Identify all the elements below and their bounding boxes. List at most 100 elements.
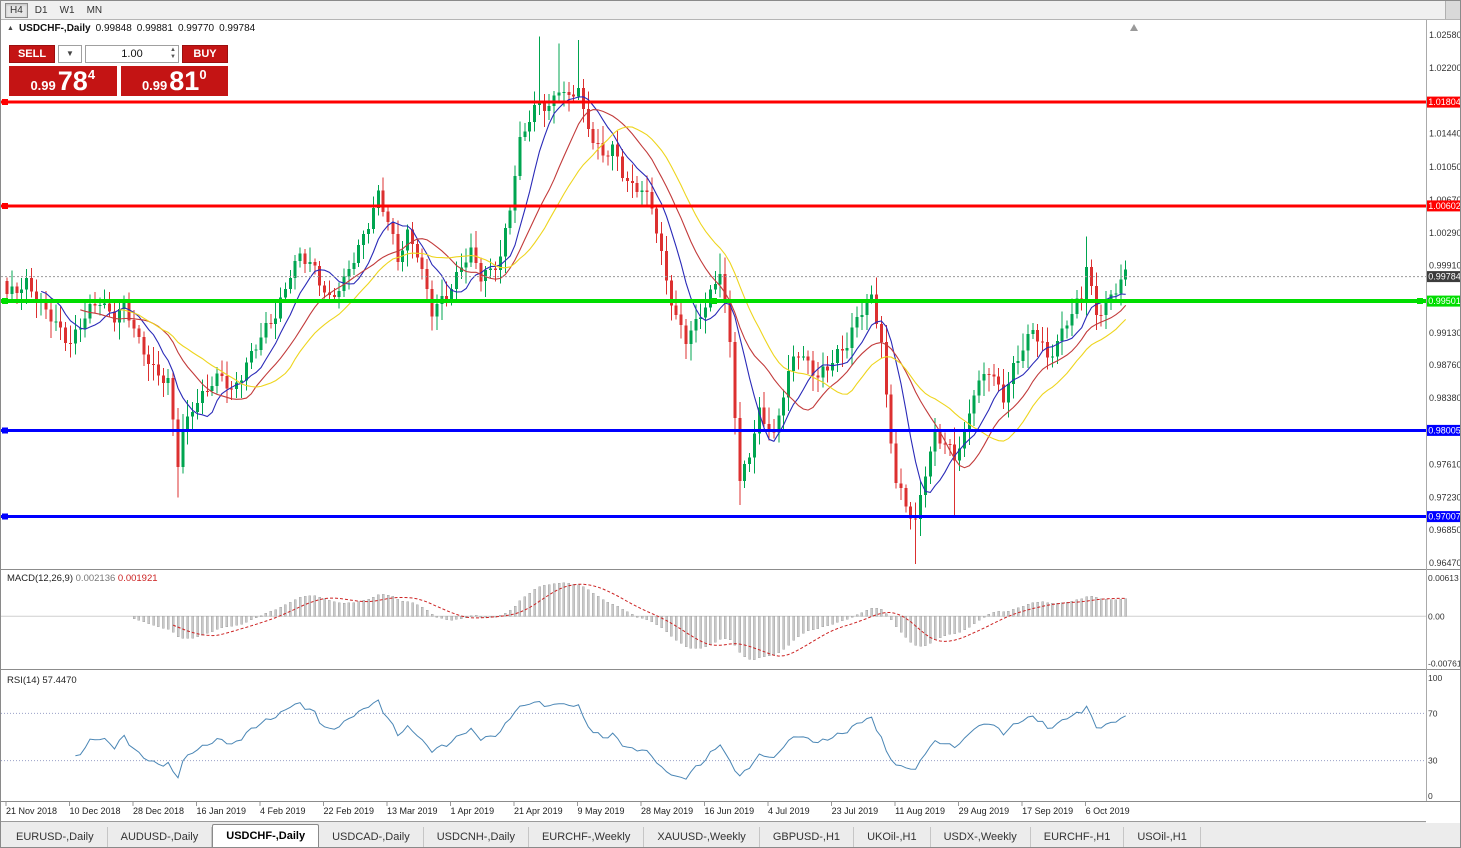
buy-price-tile[interactable]: 0.99 81 0: [120, 66, 228, 96]
sell-price-small: 0.99: [30, 78, 56, 93]
svg-text:16 Jan 2019: 16 Jan 2019: [197, 806, 247, 816]
rsi-line: [75, 699, 1126, 780]
svg-text:0.99784: 0.99784: [1428, 272, 1461, 282]
ohlc-open: 0.99848: [95, 23, 132, 34]
svg-text:1.00602: 1.00602: [1428, 201, 1461, 211]
moving-average-8: [40, 96, 1126, 494]
price-scale-area: [1426, 20, 1460, 823]
sell-price-sup: 4: [87, 67, 96, 82]
hline-handle-left[interactable]: [2, 202, 8, 209]
svg-text:0.00613: 0.00613: [1428, 573, 1459, 583]
svg-text:22 Feb 2019: 22 Feb 2019: [324, 806, 375, 816]
svg-text:23 Jul 2019: 23 Jul 2019: [832, 806, 879, 816]
svg-text:1 Apr 2019: 1 Apr 2019: [451, 806, 495, 816]
hline-handle-center[interactable]: [711, 298, 717, 305]
svg-text:1.00670: 1.00670: [1429, 195, 1461, 205]
svg-text:70: 70: [1428, 708, 1438, 718]
svg-text:0.00: 0.00: [1428, 611, 1445, 621]
hline-handle-right[interactable]: [1417, 298, 1423, 305]
order-type-dropdown[interactable]: ▼: [58, 45, 82, 63]
svg-text:1.01440: 1.01440: [1429, 129, 1461, 139]
svg-text:1.01804: 1.01804: [1428, 97, 1461, 107]
svg-text:9 May 2019: 9 May 2019: [578, 806, 625, 816]
toolbar-corner-box: [1445, 1, 1460, 19]
svg-text:6 Oct 2019: 6 Oct 2019: [1086, 806, 1130, 816]
sell-price-big: 78: [57, 66, 88, 96]
svg-text:21 Apr 2019: 21 Apr 2019: [514, 806, 563, 816]
svg-text:28 May 2019: 28 May 2019: [641, 806, 693, 816]
svg-text:30: 30: [1428, 756, 1438, 766]
svg-text:1.02580: 1.02580: [1429, 30, 1461, 40]
chart-shift-marker-icon[interactable]: [1130, 24, 1138, 31]
svg-text:0.96470: 0.96470: [1429, 558, 1461, 568]
svg-text:0: 0: [1428, 791, 1433, 801]
volume-input[interactable]: 1.00 ▲ ▼: [85, 45, 179, 63]
timeframe-buttons: H4 D1 W1 MN: [5, 2, 109, 18]
svg-text:1.01050: 1.01050: [1429, 162, 1461, 172]
svg-text:0.99130: 0.99130: [1429, 328, 1461, 338]
sell-button[interactable]: SELL: [9, 45, 55, 63]
hline-handle-left[interactable]: [2, 427, 8, 434]
symbol-tab-eurchf-weekly[interactable]: EURCHF-,Weekly: [529, 827, 645, 847]
symbol-tab-gbpusd-h1[interactable]: GBPUSD-,H1: [760, 827, 855, 847]
sell-price-tile[interactable]: 0.99 78 4: [9, 66, 117, 96]
hline-handle-left[interactable]: [2, 298, 8, 305]
symbol-tabbar: EURUSD-,Daily AUDUSD-,Daily USDCHF-,Daily U…: [1, 821, 1460, 847]
svg-text:0.96850: 0.96850: [1429, 525, 1461, 535]
symbol-tab-usdchf-daily[interactable]: USDCHF-,Daily: [212, 824, 320, 847]
chart-window: MACD(12,26,9) 0.002136 0.001921 RSI(14) 5…: [1, 20, 1461, 823]
timeframe-button-w1[interactable]: W1: [59, 4, 75, 16]
symbol-tab-eurusd-daily[interactable]: EURUSD-,Daily: [3, 827, 108, 847]
price-tag-0.99501[interactable]: [1427, 295, 1461, 307]
price-tag-0.97007[interactable]: [1427, 511, 1461, 523]
hline-handle-left[interactable]: [2, 99, 8, 106]
svg-text:0.99501: 0.99501: [1428, 296, 1461, 306]
symbol-tab-audusd-daily[interactable]: AUDUSD-,Daily: [108, 827, 213, 847]
svg-text:16 Jun 2019: 16 Jun 2019: [705, 806, 755, 816]
timeframe-toolbar: H4 D1 W1 MN: [1, 1, 1460, 20]
timeframe-button-d1[interactable]: D1: [34, 4, 48, 16]
buy-price-small: 0.99: [141, 78, 168, 93]
price-tag-0.98005[interactable]: [1427, 424, 1461, 436]
rsi-label: RSI(14) 57.4470: [7, 675, 77, 686]
collapse-arrow-icon[interactable]: ▲: [7, 25, 14, 32]
chart-symbol-label: USDCHF-,Daily: [18, 23, 91, 34]
symbol-tab-usoil-h1[interactable]: USOil-,H1: [1124, 827, 1201, 847]
volume-value: 1.00: [121, 48, 143, 60]
svg-text:0.99910: 0.99910: [1429, 261, 1461, 271]
price-tag-1.01804[interactable]: [1427, 96, 1461, 108]
buy-button[interactable]: BUY: [182, 45, 228, 63]
svg-text:-0.0076122: -0.0076122: [1428, 659, 1461, 669]
svg-text:13 Mar 2019: 13 Mar 2019: [387, 806, 438, 816]
svg-text:10 Dec 2018: 10 Dec 2018: [70, 806, 121, 816]
volume-down-button[interactable]: ▼: [170, 54, 176, 60]
chevron-down-icon: ▼: [66, 49, 74, 58]
symbol-tab-usdcad-daily[interactable]: USDCAD-,Daily: [319, 827, 424, 847]
timeframe-button-h4[interactable]: H4: [5, 2, 28, 18]
svg-text:0.98760: 0.98760: [1429, 360, 1461, 370]
symbol-tab-eurchf-h1[interactable]: EURCHF-,H1: [1031, 827, 1125, 847]
svg-text:4 Feb 2019: 4 Feb 2019: [260, 806, 306, 816]
chart-plot-area[interactable]: [1, 20, 1426, 801]
ohlc-low: 0.99770: [177, 23, 215, 34]
macd-label: MACD(12,26,9) 0.002136 0.001921: [7, 573, 158, 584]
symbol-tab-usdx-weekly[interactable]: USDX-,Weekly: [931, 827, 1031, 847]
timeframe-button-mn[interactable]: MN: [86, 4, 103, 16]
price-tag-1.00602[interactable]: [1427, 200, 1461, 212]
ohlc-high: 0.99881: [136, 23, 173, 34]
svg-text:29 Aug 2019: 29 Aug 2019: [959, 806, 1010, 816]
symbol-tab-xauusd-weekly[interactable]: XAUUSD-,Weekly: [644, 827, 760, 847]
volume-up-button[interactable]: ▲: [170, 47, 176, 53]
symbol-tab-usdcnh-daily[interactable]: USDCNH-,Daily: [424, 827, 529, 847]
symbol-tab-ukoil-h1[interactable]: UKOil-,H1: [854, 827, 931, 847]
svg-text:0.97230: 0.97230: [1429, 492, 1461, 502]
price-tag-0.99784[interactable]: [1427, 271, 1461, 283]
svg-text:0.98005: 0.98005: [1428, 425, 1461, 435]
one-click-trading-panel: SELL ▼ 1.00 ▲ ▼ BUY 0.99 78 4: [9, 45, 228, 96]
svg-text:28 Dec 2018: 28 Dec 2018: [133, 806, 184, 816]
hline-handle-left[interactable]: [2, 513, 8, 520]
chart-title-bar: ▲ USDCHF-,Daily 0.99848 0.99881 0.99770 …: [7, 23, 255, 34]
price-scale: 1.02580 1.02200 1.01440 1.01050 1.00670 1.002…: [1426, 20, 1461, 801]
buy-price-sup: 0: [199, 67, 207, 82]
